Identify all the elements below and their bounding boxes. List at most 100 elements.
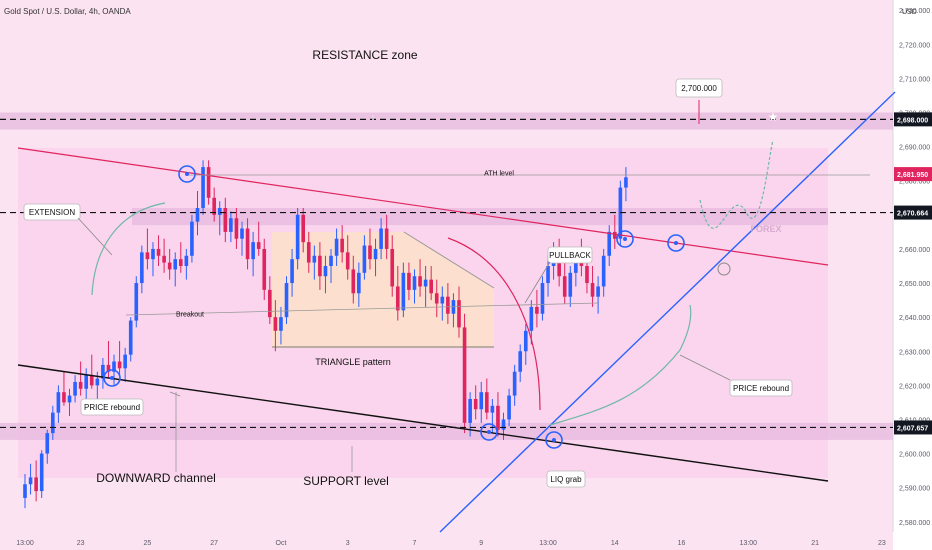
candle-body xyxy=(128,320,133,355)
price-tag-text: 2,681.950 xyxy=(897,172,928,179)
price-tag xyxy=(894,205,932,220)
candle-body xyxy=(112,361,116,372)
candle-body xyxy=(140,252,144,284)
candle-body xyxy=(67,395,72,403)
candle-body xyxy=(295,214,300,260)
support-level-text: SUPPORT level xyxy=(303,474,389,488)
y-tick-label: 2,710.000 xyxy=(899,76,930,83)
candle-body xyxy=(501,419,506,430)
x-tick-label: 3 xyxy=(346,540,350,547)
candle-body xyxy=(301,214,306,243)
price-projection-path xyxy=(699,139,774,229)
support-level-label: SUPPORT level xyxy=(303,474,389,488)
candle-body xyxy=(562,276,567,297)
candle-body xyxy=(195,208,200,222)
candle-body xyxy=(568,272,573,297)
annotation-box xyxy=(80,398,144,416)
x-tick-label: 27 xyxy=(210,540,218,547)
liq-grab-label: LIQ grab xyxy=(546,470,586,488)
ascending-trendline xyxy=(439,91,896,533)
candle-body xyxy=(312,255,317,263)
rebound-right-pointer xyxy=(679,354,731,381)
candle-body xyxy=(123,354,127,369)
candle-body xyxy=(273,317,278,331)
x-tick-label: 9 xyxy=(479,540,483,547)
ath-level-label: ATH level xyxy=(484,170,514,177)
highlight-circle xyxy=(616,230,634,248)
chart-title: Gold Spot / U.S. Dollar, 4h, OANDA xyxy=(4,7,131,16)
candle-body xyxy=(412,276,417,290)
candle-body xyxy=(473,399,478,410)
x-tick-label: 7 xyxy=(413,540,417,547)
drop-projection-path xyxy=(447,237,541,411)
price-tag-text: 2,698.000 xyxy=(897,117,928,124)
candle-body xyxy=(173,259,178,270)
candle-body xyxy=(345,252,350,270)
candle-body xyxy=(535,306,539,314)
extension-label: EXTENSION xyxy=(23,203,81,221)
candle-body xyxy=(156,248,161,256)
pullback-pointer xyxy=(524,261,551,304)
rebound-projection-path xyxy=(549,304,692,426)
candles-layer xyxy=(23,160,628,509)
candle-body xyxy=(101,364,105,379)
x-tick-label: 25 xyxy=(144,540,152,547)
price-tag xyxy=(894,420,932,435)
candle-body xyxy=(373,248,378,260)
candle-body xyxy=(446,296,450,314)
x-tick-label: 13:00 xyxy=(740,540,758,547)
annotation-box xyxy=(23,203,81,221)
candle-body xyxy=(201,167,205,209)
price-tag xyxy=(894,112,932,127)
highlight-dot xyxy=(185,172,189,176)
candle-body xyxy=(368,245,372,260)
candle-body xyxy=(384,228,389,249)
brand-watermark: FOREX xyxy=(750,224,781,234)
candle-body xyxy=(73,381,77,396)
candle-body xyxy=(89,375,94,386)
price-rebound-right-text: PRICE rebound xyxy=(733,384,789,393)
candle-body xyxy=(490,405,495,413)
y-tick-label: 2,650.000 xyxy=(899,281,930,288)
levels-layer xyxy=(0,118,893,429)
zone-band xyxy=(0,112,893,130)
candle-body xyxy=(557,255,561,277)
candle-body xyxy=(28,477,33,485)
candle-body xyxy=(262,248,267,290)
candle-body xyxy=(418,276,422,287)
liq-grab-text: LIQ grab xyxy=(550,475,582,484)
annotation-box xyxy=(546,470,586,488)
pullback-text: PULLBACK xyxy=(549,251,591,260)
candle-body xyxy=(290,259,294,284)
highlight-dot xyxy=(674,241,678,245)
candle-body xyxy=(624,177,628,188)
x-tick-label: 16 xyxy=(678,540,686,547)
price-tag-text: 2,670.664 xyxy=(897,211,928,218)
candle-body xyxy=(574,259,578,273)
candle-body xyxy=(462,327,467,423)
highlight-circle xyxy=(667,234,685,252)
candle-body xyxy=(585,266,589,284)
price-rebound-left-text: PRICE rebound xyxy=(84,403,140,412)
candle-body xyxy=(151,248,155,260)
star-icon: ★ xyxy=(768,110,779,124)
candle-body xyxy=(323,266,328,277)
highlight-dot xyxy=(623,237,627,241)
time-axis-panel xyxy=(0,532,893,550)
highlight-circle xyxy=(178,165,196,183)
candle-body xyxy=(357,272,361,294)
x-axis-ticks: 13:00 23 25 27 Oct 3 7 9 13:00 14 16 13:00 21 23 xyxy=(16,540,886,547)
candle-body xyxy=(457,300,461,328)
y-tick-label: 2,640.000 xyxy=(899,315,930,322)
candle-body xyxy=(440,296,445,304)
candle-body xyxy=(256,242,261,249)
candle-body xyxy=(39,453,44,492)
resistance-zone-text: RESISTANCE zone xyxy=(312,48,417,62)
candle-body xyxy=(84,375,89,389)
candle-body xyxy=(56,392,61,413)
candle-body xyxy=(390,248,395,287)
arrow-marker-icon: ↓ xyxy=(371,112,376,122)
candle-body xyxy=(329,255,333,266)
candle-body xyxy=(523,330,528,352)
